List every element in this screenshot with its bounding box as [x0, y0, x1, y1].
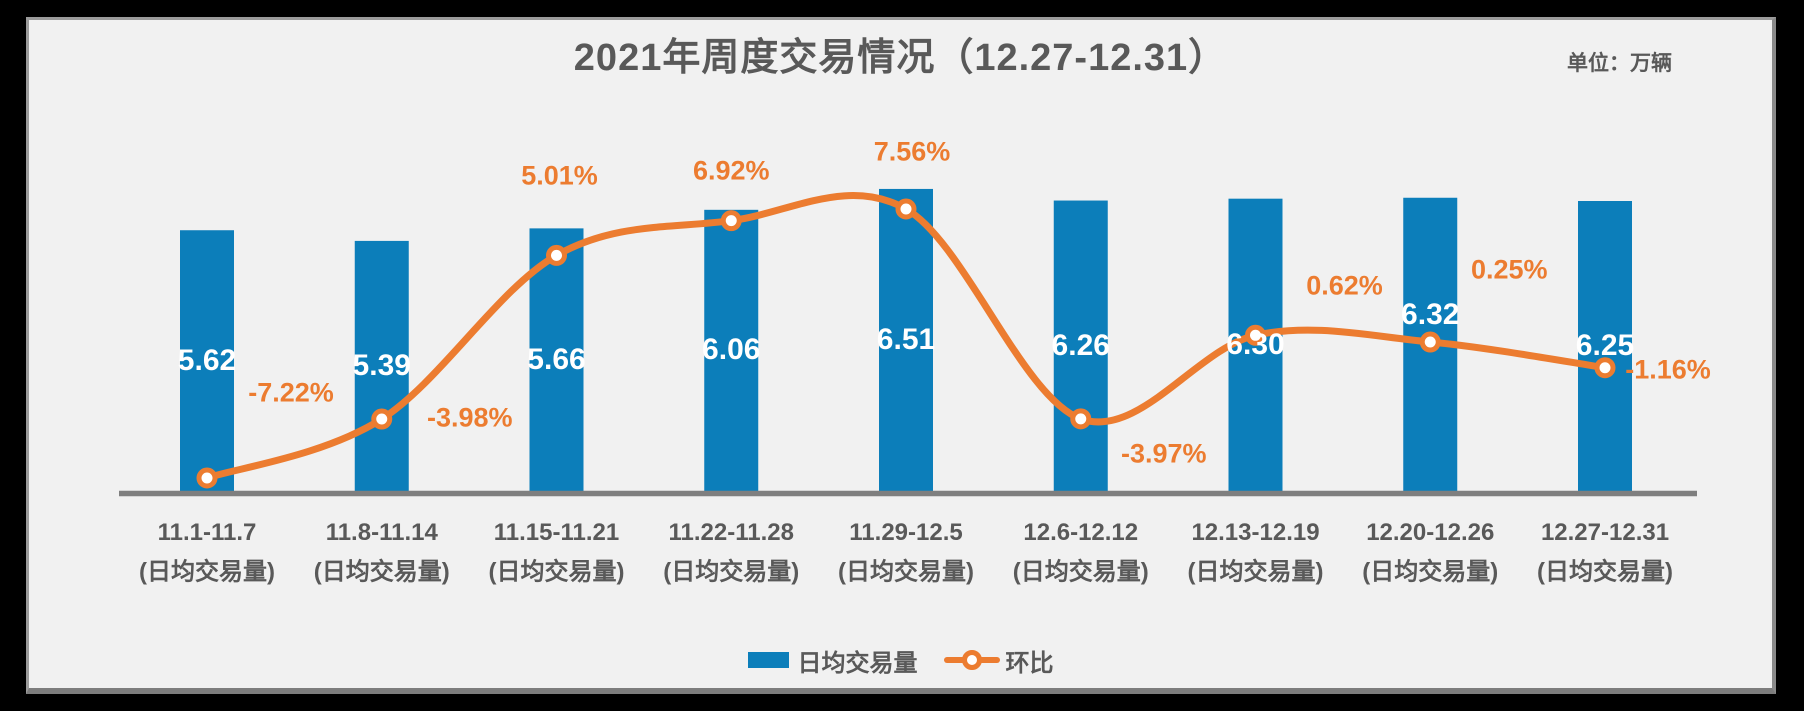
bar-5: [1053, 200, 1108, 491]
unit-label: 单位：万辆: [1567, 52, 1672, 75]
line-marker-2: [546, 244, 567, 266]
chart-panel: 5.62 5.39 5.66 6.06 6.51 6.26 6.30 6.32 6.25 -7.2…: [26, 17, 1776, 694]
bar-0: [180, 230, 234, 491]
line-marker-3: [720, 210, 742, 232]
line-marker-7: [1419, 331, 1441, 353]
line-marker-6: [1245, 324, 1266, 346]
bar-2: [529, 228, 584, 491]
line-path: [203, 192, 1609, 482]
bar-8: [1578, 201, 1632, 491]
chart-svg: [119, 188, 1697, 497]
bar-4: [879, 188, 933, 491]
legend-line-swatch-icon: [943, 649, 1000, 671]
plot-area: 5.62 5.39 5.66 6.06 6.51 6.26 6.30 6.32 6.25 -7.2…: [29, 20, 1772, 688]
legend-bar-swatch-icon: [747, 652, 789, 668]
legend: 日均交易量 环比: [29, 647, 1772, 677]
line-marker-4: [895, 198, 917, 220]
legend-bar-label: 日均交易量: [797, 649, 918, 677]
bar-1: [354, 240, 409, 491]
bar-3: [704, 209, 759, 492]
legend-line-label: 环比: [1005, 649, 1054, 677]
legend-line-marker-icon: [961, 650, 982, 670]
line-marker-5: [1070, 408, 1092, 430]
chart-title: 2021年周度交易情况（12.27-12.31）: [573, 37, 1228, 79]
line-marker-0: [196, 467, 218, 489]
line-marker-8: [1594, 357, 1616, 379]
line-marker-1: [371, 408, 393, 430]
